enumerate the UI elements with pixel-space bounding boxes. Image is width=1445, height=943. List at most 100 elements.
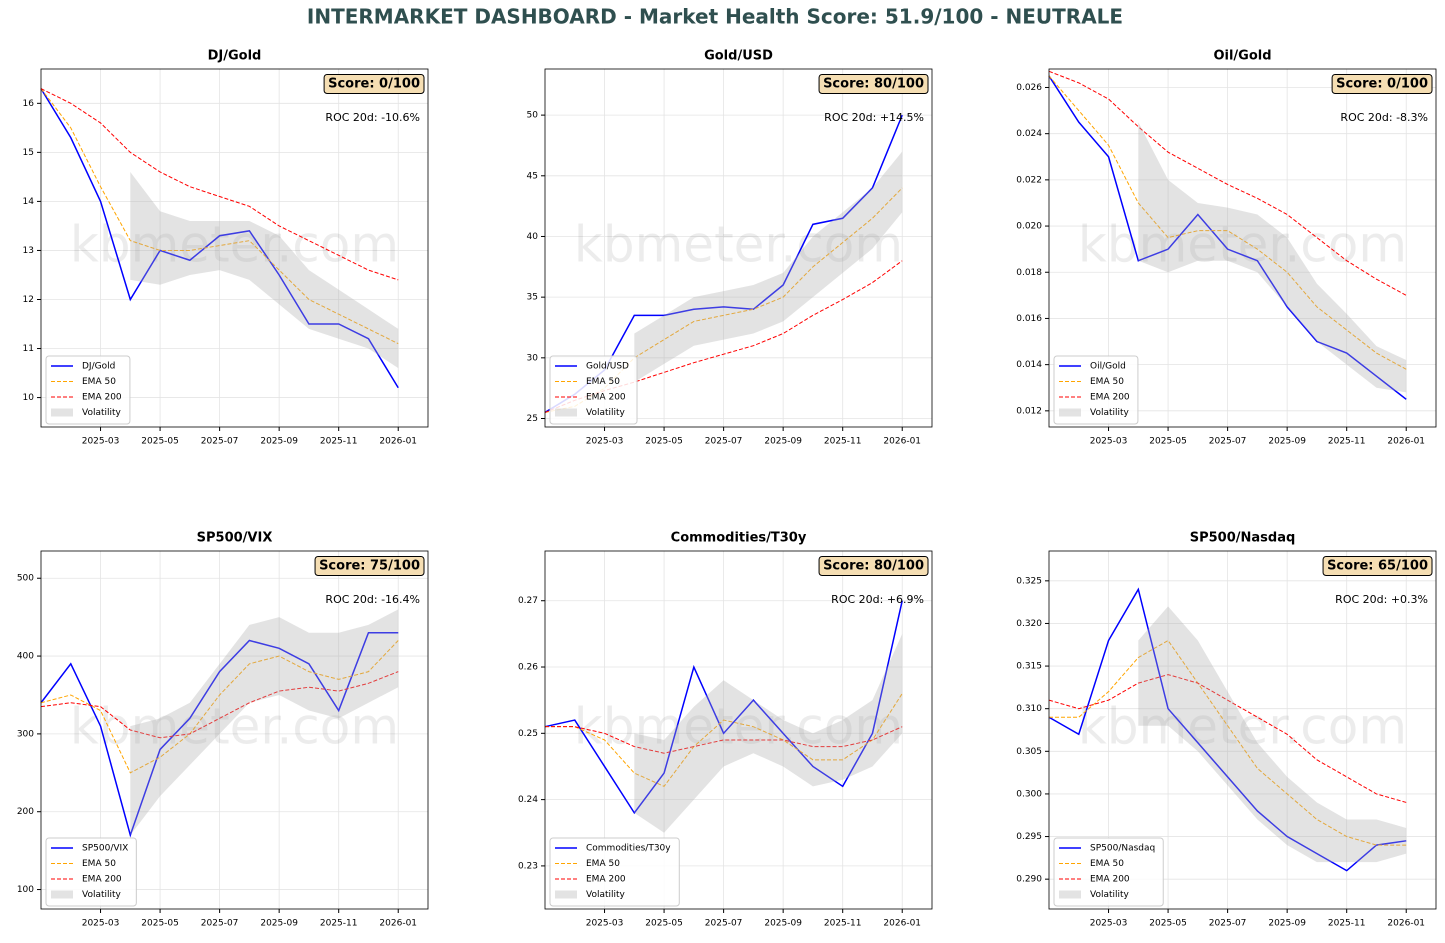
y-tick-label: 0.020: [1016, 222, 1042, 232]
y-tick-label: 16: [23, 99, 35, 109]
series-line: [1048, 674, 1407, 803]
score-label: Score: 75/100: [319, 559, 420, 574]
axes-frame: [1048, 550, 1437, 910]
x-tick-label: 2025-09: [1268, 919, 1306, 929]
y-tick-label: 0.018: [1016, 268, 1042, 278]
score-box: [323, 74, 425, 94]
x-tick-label: 2025-03: [1090, 919, 1128, 929]
plot: 0.290 0.295 0.300 0.305 0.310 0.315 0.320 0.325…: [1016, 531, 1437, 929]
plot: 100 200 300 400 500 2025-03 2025-05 2025-07 2025…: [17, 531, 429, 929]
y-tick-label: 200: [17, 807, 34, 817]
plot-title: SP500/VIX: [197, 531, 273, 546]
score-box: [1331, 74, 1433, 94]
roc-label: ROC 20d: +6.9%: [831, 593, 924, 606]
series-line: [545, 693, 903, 787]
roc-label: ROC 20d: +14.5%: [824, 111, 924, 124]
y-tick-label: 0.295: [1016, 832, 1042, 842]
watermark: kbmeter.com: [574, 216, 903, 274]
axes-frame: [544, 68, 933, 428]
x-tick-label: 2025-11: [1328, 919, 1366, 929]
plot: 25 30 35 40 45 50 2025-03 2025-05 2025-07 2025-09…: [527, 49, 933, 447]
series-line: [545, 726, 903, 754]
y-tick-label: 0.026: [1016, 83, 1042, 93]
legend-label: EMA 200: [586, 875, 626, 885]
legend-label: DJ/Gold: [82, 362, 115, 372]
x-tick-label: 2026-01: [883, 437, 921, 447]
y-tick-label: 11: [23, 344, 34, 354]
y-tick-label: 14: [23, 197, 35, 207]
legend-label: Volatility: [82, 408, 122, 418]
y-tick-label: 0.25: [518, 729, 538, 739]
series-line: [1048, 75, 1407, 400]
score-box: [818, 74, 929, 94]
y-tick-label: 0.014: [1016, 360, 1042, 370]
plot: 0.23 0.24 0.25 0.26 0.27 2025-03 2025-05 2025-0…: [518, 531, 933, 929]
y-tick-label: 0.012: [1016, 406, 1042, 416]
y-tick-label: 35: [527, 293, 538, 303]
roc-label: ROC 20d: -16.4%: [325, 593, 420, 606]
plot-title: DJ/Gold: [208, 49, 262, 64]
y-tick-label: 15: [23, 148, 34, 158]
series-line: [40, 640, 399, 774]
x-tick-label: 2025-07: [1209, 919, 1247, 929]
legend-label: EMA 50: [1090, 377, 1124, 387]
x-tick-label: 2025-05: [1149, 437, 1187, 447]
volatility-band: [634, 633, 903, 833]
x-tick-label: 2025-11: [824, 919, 862, 929]
volatility-band: [1138, 606, 1407, 863]
legend-label: SP500/Nasdaq: [1090, 844, 1155, 854]
legend-label: EMA 50: [82, 859, 116, 869]
x-tick-label: 2026-01: [883, 919, 921, 929]
y-tick-label: 0.24: [518, 795, 538, 805]
legend-label: Oil/Gold: [1090, 362, 1126, 372]
x-tick-label: 2025-11: [320, 919, 358, 929]
x-tick-label: 2025-05: [141, 919, 179, 929]
plot-title: Commodities/T30y: [671, 531, 807, 546]
legend-swatch: [51, 408, 73, 417]
y-tick-label: 13: [23, 246, 34, 256]
series-line: [40, 671, 399, 739]
x-tick-label: 2025-07: [705, 437, 743, 447]
watermark: kbmeter.com: [70, 698, 399, 756]
score-label: Score: 80/100: [823, 77, 924, 92]
x-tick-label: 2025-09: [260, 437, 298, 447]
legend-label: EMA 200: [82, 393, 122, 403]
x-tick-label: 2026-01: [1387, 437, 1425, 447]
x-tick-label: 2025-03: [82, 919, 120, 929]
y-tick-label: 30: [527, 353, 539, 363]
legend-label: Commodities/T30y: [586, 844, 671, 854]
legend-box: [549, 837, 680, 907]
legend-label: SP500/VIX: [82, 844, 128, 854]
x-tick-label: 2025-03: [1090, 437, 1128, 447]
x-tick-label: 2025-09: [1268, 437, 1306, 447]
score-label: Score: 0/100: [328, 77, 420, 92]
y-tick-label: 500: [17, 574, 34, 584]
volatility-band: [634, 151, 903, 383]
x-tick-label: 2025-09: [764, 437, 802, 447]
y-tick-label: 0.310: [1016, 704, 1042, 714]
roc-label: ROC 20d: -10.6%: [325, 111, 420, 124]
y-tick-label: 0.024: [1016, 129, 1042, 139]
dashboard-title: INTERMARKET DASHBOARD - Market Health Sc…: [307, 5, 1123, 29]
y-tick-label: 40: [527, 232, 539, 242]
x-tick-label: 2025-07: [1209, 437, 1247, 447]
y-tick-label: 0.022: [1016, 175, 1042, 185]
y-tick-label: 12: [23, 295, 34, 305]
x-tick-label: 2025-03: [586, 437, 624, 447]
volatility-band: [130, 609, 399, 836]
x-tick-label: 2025-09: [764, 919, 802, 929]
legend-label: EMA 200: [586, 393, 626, 403]
x-tick-label: 2025-03: [586, 919, 624, 929]
plot-title: SP500/Nasdaq: [1190, 531, 1296, 546]
legend-label: Volatility: [82, 890, 122, 900]
score-box: [818, 556, 929, 576]
series-line: [544, 600, 903, 815]
x-tick-label: 2025-11: [320, 437, 358, 447]
legend-label: EMA 200: [1090, 393, 1130, 403]
y-tick-label: 50: [527, 111, 539, 121]
x-tick-label: 2025-05: [1149, 919, 1187, 929]
plot-title: Oil/Gold: [1213, 49, 1271, 64]
axes-frame: [1048, 68, 1437, 428]
plot-title: Gold/USD: [704, 49, 773, 64]
